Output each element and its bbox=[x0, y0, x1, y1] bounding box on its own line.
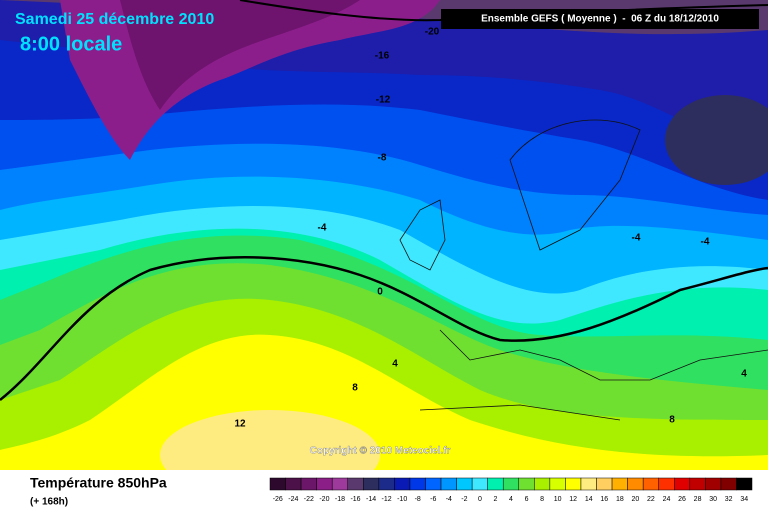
legend-label: 14 bbox=[585, 496, 593, 503]
legend: -26 -24 -22 -20 -18 -16 -14 -12 -10 -8 -6 -4 -2 0 2 4 6 8… bbox=[269, 477, 753, 503]
legend-swatch bbox=[705, 477, 722, 491]
legend-label: -22 bbox=[304, 496, 314, 503]
contour-label: 4 bbox=[392, 359, 398, 370]
legend-label: 10 bbox=[554, 496, 562, 503]
contour-label: 4 bbox=[741, 369, 747, 380]
contour-label: -4 bbox=[701, 237, 710, 248]
legend-swatch bbox=[316, 477, 333, 491]
legend-swatch bbox=[285, 477, 302, 491]
legend-swatch bbox=[720, 477, 737, 491]
legend-swatch bbox=[689, 477, 706, 491]
legend-label: 22 bbox=[647, 496, 655, 503]
legend-label: 18 bbox=[616, 496, 624, 503]
legend-swatch bbox=[269, 477, 286, 491]
legend-label: 34 bbox=[740, 496, 748, 503]
contour-label: 0 bbox=[377, 287, 383, 298]
legend-label: -4 bbox=[446, 496, 452, 503]
legend-swatch bbox=[658, 477, 675, 491]
contour-labels: -20 -16 -12 -8 -4 0 4 8 12 -4 -4 4 8 bbox=[234, 27, 747, 430]
model-info: Ensemble GEFS ( Moyenne ) - 06 Z du 18/1… bbox=[481, 14, 719, 25]
contour-label: -4 bbox=[318, 223, 327, 234]
legend-swatch bbox=[487, 477, 504, 491]
legend-swatch bbox=[534, 477, 551, 491]
legend-swatch bbox=[409, 477, 426, 491]
legend-swatch bbox=[331, 477, 348, 491]
legend-swatch bbox=[378, 477, 395, 491]
legend-label: 16 bbox=[600, 496, 608, 503]
legend-label: -20 bbox=[319, 496, 329, 503]
legend-label: -2 bbox=[461, 496, 467, 503]
legend-swatch bbox=[363, 477, 380, 491]
legend-label: 28 bbox=[694, 496, 702, 503]
contour-label: -4 bbox=[632, 233, 641, 244]
legend-label: 30 bbox=[709, 496, 717, 503]
legend-swatch bbox=[674, 477, 691, 491]
legend-swatch bbox=[456, 477, 473, 491]
legend-swatch bbox=[347, 477, 364, 491]
legend-swatch bbox=[580, 477, 597, 491]
legend-label: 24 bbox=[663, 496, 671, 503]
legend-swatch bbox=[518, 477, 535, 491]
map-time: 8:00 locale bbox=[20, 33, 122, 55]
contour-label: -8 bbox=[378, 153, 387, 164]
lead-time: (+ 168h) bbox=[30, 497, 68, 508]
variable-name: Température 850hPa bbox=[30, 475, 167, 491]
legend-label: 2 bbox=[493, 496, 497, 503]
legend-swatch bbox=[300, 477, 317, 491]
legend-label: -10 bbox=[397, 496, 407, 503]
legend-swatch bbox=[565, 477, 582, 491]
legend-label: -26 bbox=[273, 496, 283, 503]
legend-label: 0 bbox=[478, 496, 482, 503]
legend-label: 12 bbox=[569, 496, 577, 503]
legend-label: 26 bbox=[678, 496, 686, 503]
contour-label: 12 bbox=[234, 419, 246, 430]
legend-label: 6 bbox=[525, 496, 529, 503]
copyright: Copyright © 2010 Meteociel.fr bbox=[310, 446, 451, 457]
legend-swatch bbox=[502, 477, 520, 491]
legend-swatch bbox=[642, 477, 659, 491]
legend-label: 20 bbox=[631, 496, 639, 503]
footer bbox=[0, 470, 768, 512]
legend-label: 8 bbox=[540, 496, 544, 503]
map-date: Samedi 25 décembre 2010 bbox=[15, 11, 214, 28]
legend-label: 4 bbox=[509, 496, 513, 503]
legend-swatch bbox=[440, 477, 457, 491]
legend-label: -6 bbox=[430, 496, 436, 503]
legend-label: -14 bbox=[366, 496, 376, 503]
contour-label: -20 bbox=[425, 27, 440, 38]
legend-label: -12 bbox=[382, 496, 392, 503]
contour-label: -12 bbox=[376, 95, 391, 106]
legend-label: -24 bbox=[288, 496, 298, 503]
contour-label: 8 bbox=[352, 383, 358, 394]
contour-label: -16 bbox=[375, 51, 390, 62]
legend-label: 32 bbox=[725, 496, 733, 503]
legend-swatch bbox=[627, 477, 644, 491]
legend-swatch bbox=[394, 477, 411, 491]
legend-swatch bbox=[549, 477, 566, 491]
legend-swatch bbox=[596, 477, 613, 491]
legend-swatch bbox=[425, 477, 442, 491]
contour-label: 8 bbox=[669, 415, 675, 426]
model-box bbox=[441, 9, 759, 29]
map bbox=[0, 0, 768, 500]
legend-label: -18 bbox=[335, 496, 345, 503]
legend-label: -8 bbox=[415, 496, 421, 503]
legend-swatch bbox=[471, 477, 488, 491]
legend-swatch bbox=[611, 477, 628, 491]
legend-label: -16 bbox=[350, 496, 360, 503]
legend-swatch bbox=[736, 477, 753, 491]
